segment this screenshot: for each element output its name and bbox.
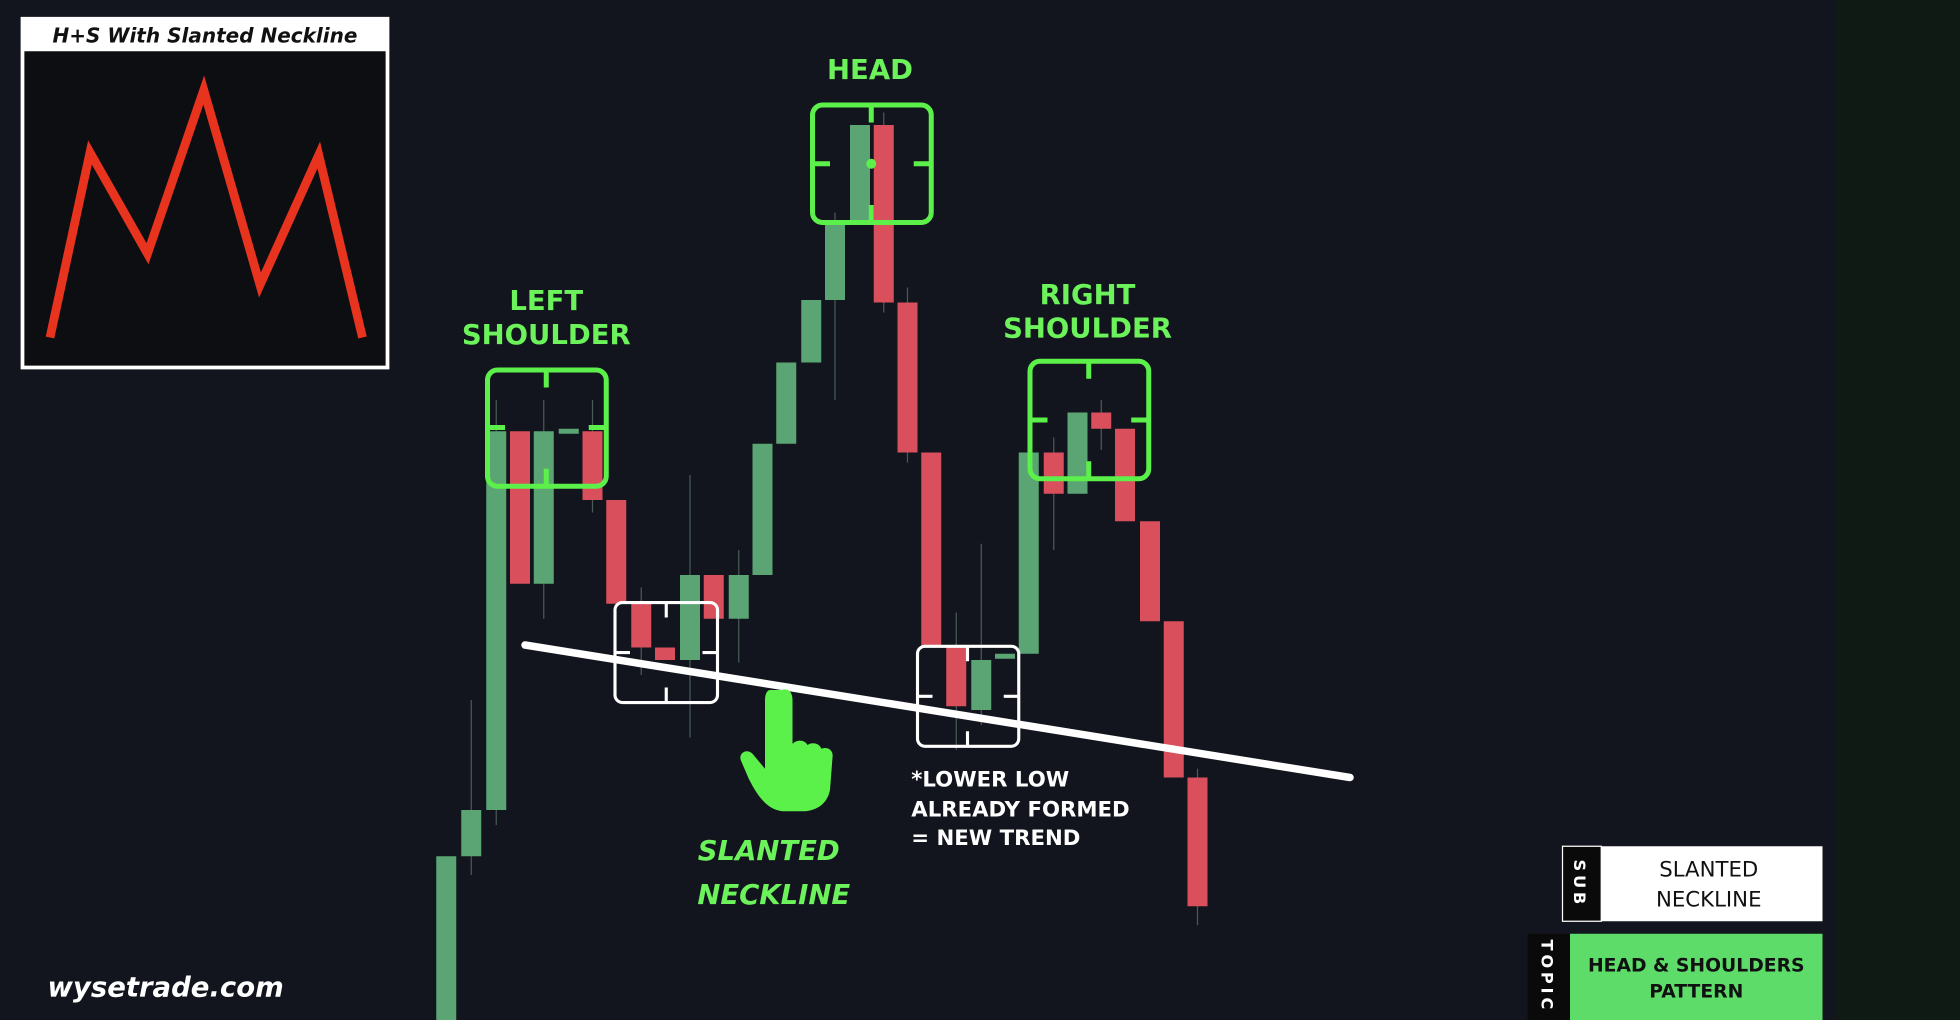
topic-text: PATTERN (1649, 982, 1743, 1003)
topic-text: HEAD & SHOULDERS (1588, 955, 1805, 976)
neckline (521, 641, 1354, 782)
inset: H+S With Slanted Neckline (20, 16, 390, 370)
neckline-label: NECKLINE (697, 879, 850, 911)
watermark: wysetrade.com (48, 971, 284, 1003)
sub-text: NECKLINE (1656, 887, 1762, 912)
head-label: HEAD (827, 54, 913, 86)
annotation: ALREADY FORMED (911, 797, 1129, 822)
bear-candles (510, 125, 1208, 907)
right-shoulder-label: RIGHT (1040, 279, 1136, 311)
annotation: *LOWER LOW (911, 767, 1069, 792)
side-strip (1835, 0, 1960, 1020)
sub-text: SLANTED (1659, 857, 1758, 882)
neckline-label: SLANTED (698, 835, 840, 867)
bull-candles (436, 125, 1088, 1020)
reticles (485, 102, 1152, 748)
topic-tag: TOPIC (1537, 939, 1556, 1013)
left-shoulder-label: LEFT (509, 285, 583, 317)
inset-title: H+S With Slanted Neckline (53, 24, 358, 48)
topic-lower-third: TOPIC HEAD & SHOULDERS PATTERN (1527, 933, 1823, 1020)
hand-icon (740, 689, 833, 812)
annotation: = NEW TREND (911, 826, 1080, 851)
sub-lower-third: SUB SLANTED NECKLINE (1561, 845, 1823, 922)
right-shoulder-label: SHOULDER (1003, 313, 1172, 345)
sub-tag: SUB (1570, 859, 1589, 908)
left-shoulder-label: SHOULDER (462, 319, 631, 351)
